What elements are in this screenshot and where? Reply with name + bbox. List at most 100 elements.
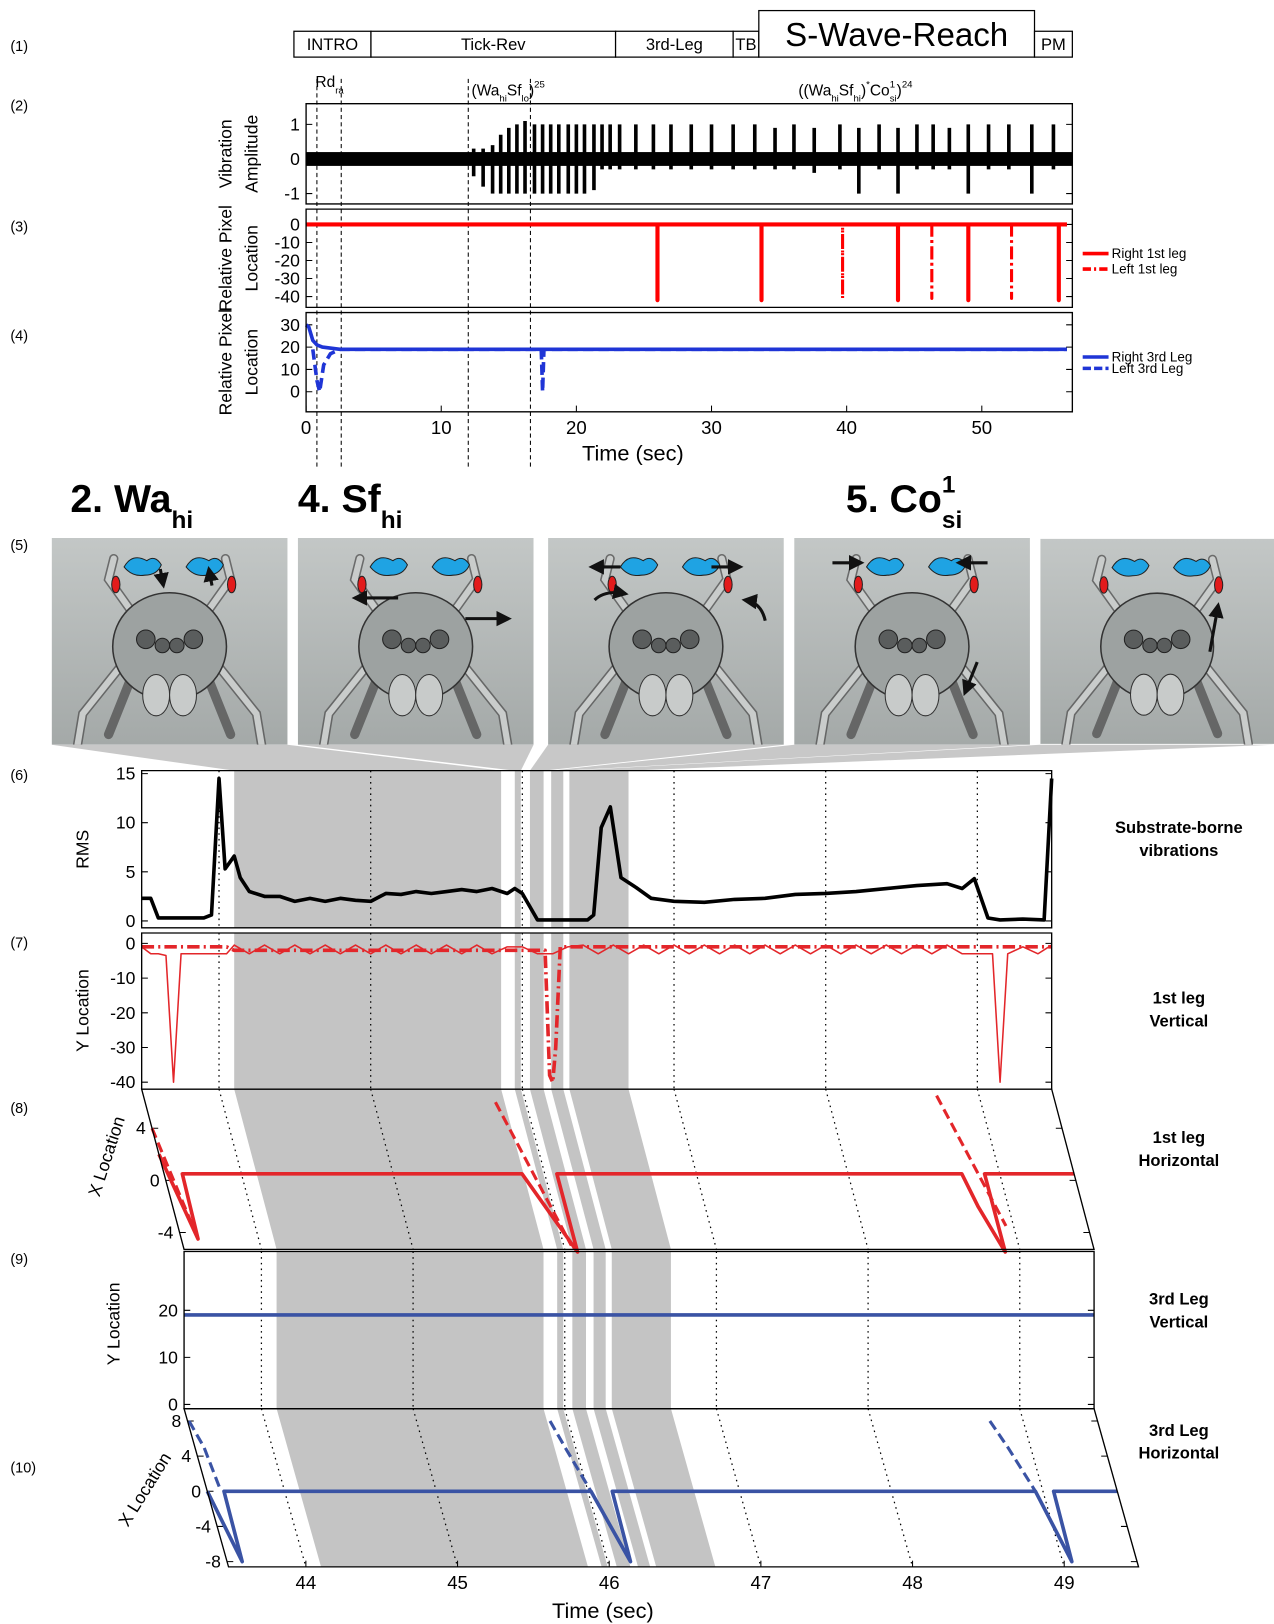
shaded-span — [611, 1251, 671, 1409]
text-part: (Wa — [472, 82, 500, 99]
axes-frame — [305, 311, 1074, 413]
photo — [794, 538, 1030, 745]
y-tick-label: 4 — [181, 1446, 191, 1466]
legend-label: Right 3rd Leg — [1112, 350, 1193, 365]
y-axis-label: Vibration — [215, 119, 235, 188]
series-line — [150, 1094, 1008, 1247]
text-part: 1 — [890, 80, 895, 91]
panel-label: (3) — [10, 220, 28, 236]
shaded-span — [611, 1408, 716, 1567]
grid-line — [260, 1408, 307, 1568]
series-line — [311, 347, 1067, 394]
segment — [1033, 30, 1073, 58]
panel-label: (1) — [10, 39, 28, 55]
grid-line — [564, 1408, 610, 1568]
shaded-span — [557, 1408, 608, 1567]
shaded-span — [572, 1408, 631, 1567]
y-tick-label: -10 — [110, 968, 136, 988]
connector — [51, 744, 502, 771]
text-part: 25 — [534, 80, 545, 91]
photo-title: 5. Co1 si — [846, 471, 962, 533]
y-tick-label: 0 — [168, 1394, 178, 1414]
grid-line — [825, 1088, 869, 1250]
shaded-span — [234, 932, 502, 1090]
connector — [529, 744, 784, 771]
text-part: 24 — [902, 80, 913, 91]
series-line — [304, 323, 1067, 352]
segment — [293, 30, 372, 58]
y-tick-label: 0 — [290, 214, 300, 234]
segment-label: 3rd-Leg — [646, 35, 703, 54]
segment — [732, 30, 760, 58]
shaded-span — [593, 1408, 651, 1567]
x-tick-label: 47 — [751, 1572, 772, 1593]
text-part: Rd — [315, 74, 335, 91]
grid-line — [867, 1408, 914, 1568]
y-tick-label: 10 — [116, 813, 136, 833]
y-tick-label: 10 — [158, 1347, 178, 1367]
y-axis-label: Location — [241, 225, 261, 291]
segment-label: Tick-Rev — [461, 35, 526, 54]
axes-frame — [140, 1088, 1095, 1251]
x-tick-label: 0 — [301, 417, 311, 438]
text-part: 5. Co — [846, 477, 942, 521]
photo-title: 2. Wahi — [70, 477, 193, 534]
y-axis-label: RMS — [73, 830, 93, 869]
grid-line — [715, 1408, 762, 1568]
text-part: 2. Wa — [70, 477, 172, 521]
shaded-span — [514, 1089, 564, 1250]
shaded-span — [234, 770, 502, 928]
shaded-span — [569, 1089, 671, 1250]
x-tick-label: 45 — [447, 1572, 468, 1593]
series-line — [205, 1489, 1118, 1564]
y-axis-label: Amplitude — [241, 115, 261, 193]
shaded-span — [529, 1089, 586, 1250]
y-tick-label: 1 — [290, 114, 300, 134]
x-tick-label: 30 — [701, 417, 722, 438]
text-part: lo — [522, 94, 529, 105]
y-tick-label: 10 — [280, 359, 300, 379]
panel-label: (8) — [10, 1101, 28, 1117]
photo-title: 4. Sfhi — [298, 477, 403, 534]
grid-line — [1019, 1408, 1065, 1568]
side-label: Horizontal — [1138, 1151, 1219, 1170]
segment-label: TB — [735, 35, 756, 54]
series-line — [157, 1153, 1075, 1254]
segment — [370, 30, 617, 58]
text-part: si — [942, 507, 962, 534]
x-tick-label: 44 — [296, 1572, 317, 1593]
x-tick-label: 46 — [599, 1572, 620, 1593]
x-tick-label: 48 — [902, 1572, 923, 1593]
shaded-span — [529, 932, 544, 1090]
x-tick-label: 49 — [1054, 1572, 1075, 1593]
panel-label: (7) — [10, 935, 28, 951]
photo — [298, 538, 534, 745]
panel-label: (4) — [10, 328, 28, 344]
axes-frame — [140, 769, 1053, 929]
side-label: vibrations — [1139, 841, 1218, 860]
segment — [758, 9, 1036, 58]
y-tick-label: -10 — [274, 232, 300, 252]
y-tick-label: -30 — [110, 1037, 136, 1057]
y-tick-label: -30 — [274, 269, 300, 289]
x-tick-label: 50 — [971, 417, 992, 438]
y-tick-label: 20 — [280, 337, 300, 357]
text-part: hi — [853, 94, 860, 105]
text-part: ) — [529, 82, 534, 99]
x-axis-label: Time (sec) — [552, 1598, 654, 1623]
connector — [569, 744, 1274, 771]
side-label: Vertical — [1149, 1011, 1208, 1030]
axes-frame — [305, 102, 1074, 205]
axes-frame — [183, 1407, 1140, 1568]
y-tick-label: -1 — [284, 184, 300, 204]
text-part: ) — [897, 82, 902, 99]
text-part: Co — [870, 82, 890, 99]
side-label: 1st leg — [1153, 989, 1205, 1008]
series-line — [141, 944, 1053, 1083]
shaded-span — [514, 770, 521, 928]
panel-label: (6) — [10, 768, 28, 784]
text-part: 4. Sf — [298, 477, 382, 521]
y-tick-label: 15 — [116, 764, 136, 784]
